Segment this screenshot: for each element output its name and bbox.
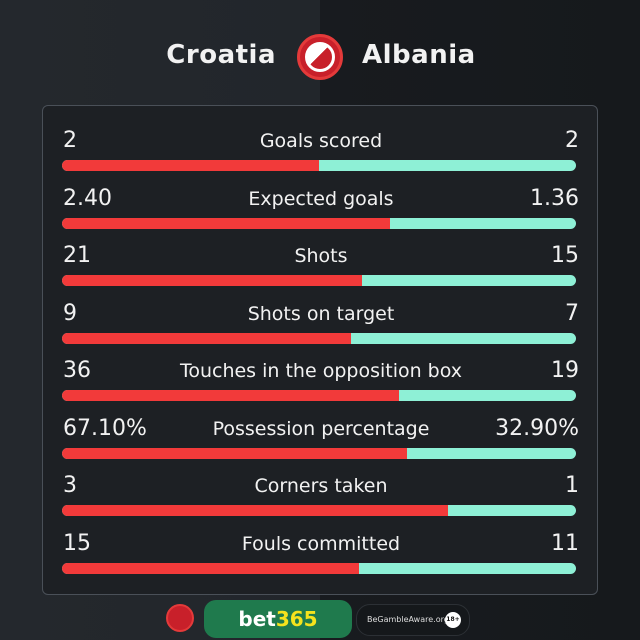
away-value: 15 — [551, 243, 579, 268]
age-18-icon: 18+ — [445, 612, 461, 628]
away-value: 7 — [565, 300, 579, 326]
home-share-fill — [62, 562, 359, 574]
home-share-fill — [62, 390, 399, 401]
home-share-fill — [62, 275, 362, 286]
home-value: 3 — [63, 473, 77, 498]
stat-label: Shots — [294, 245, 348, 267]
comparison-bar — [62, 505, 576, 516]
brand-logo-icon — [166, 604, 194, 632]
away-value: 11 — [551, 530, 579, 556]
comparison-bar — [62, 275, 576, 286]
stat-label: Touches in the opposition box — [179, 360, 463, 382]
stat-row: 3 Corners taken 1 — [43, 459, 599, 516]
stat-label: Corners taken — [254, 475, 388, 497]
stats-card: 2 Goals scored 2 2.40 Expected goals 1.3… — [42, 105, 598, 595]
home-team-name: Croatia — [166, 40, 276, 70]
away-value: 32.90% — [495, 415, 579, 441]
away-team-name: Albania — [362, 40, 476, 70]
home-share-fill — [62, 217, 390, 229]
away-value: 19 — [551, 358, 579, 383]
home-value: 21 — [63, 243, 91, 268]
away-value: 1 — [565, 473, 579, 498]
comparison-bar — [62, 447, 576, 459]
stat-label: Fouls committed — [241, 532, 401, 555]
begambleaware-text: BeGambleAware.org — [367, 615, 449, 624]
stat-row: 2 Goals scored 2 — [43, 114, 599, 171]
home-value: 67.10% — [63, 415, 147, 441]
away-value: 2 — [565, 128, 579, 153]
footer: bet365 BeGambleAware.org 18+ — [0, 598, 640, 640]
stat-row: 15 Fouls committed 11 — [43, 517, 599, 574]
comparison-bar — [62, 562, 576, 574]
comparison-bar — [62, 390, 576, 401]
home-value: 2 — [63, 128, 77, 153]
stat-label: Expected goals — [248, 187, 394, 210]
stat-row: 2.40 Expected goals 1.36 — [43, 172, 599, 229]
home-share-fill — [62, 332, 352, 344]
home-share-fill — [62, 447, 407, 459]
comparison-bar — [62, 332, 576, 344]
match-header: Croatia Albania — [0, 30, 640, 84]
bet365-logo[interactable]: bet365 — [204, 600, 352, 638]
home-share-fill — [62, 505, 448, 516]
home-value: 36 — [63, 358, 91, 383]
stat-label: Goals scored — [259, 130, 383, 152]
comparison-bar — [62, 160, 576, 171]
stat-row: 9 Shots on target 7 — [43, 287, 599, 344]
stat-label: Shots on target — [247, 302, 395, 325]
comparison-bar — [62, 217, 576, 229]
bet365-text: bet — [238, 607, 276, 631]
stat-row: 36 Touches in the opposition box 19 — [43, 344, 599, 401]
stat-row: 21 Shots 15 — [43, 229, 599, 286]
home-value: 2.40 — [63, 185, 112, 211]
home-value: 9 — [63, 300, 77, 326]
home-value: 15 — [63, 530, 91, 556]
stat-label: Possession percentage — [212, 417, 430, 440]
bet365-number: 365 — [275, 607, 318, 631]
begambleaware-badge[interactable]: BeGambleAware.org 18+ — [356, 604, 470, 636]
brand-logo-icon — [297, 34, 343, 80]
stat-row: 67.10% Possession percentage 32.90% — [43, 402, 599, 459]
home-share-fill — [62, 160, 319, 171]
away-value: 1.36 — [530, 185, 579, 211]
